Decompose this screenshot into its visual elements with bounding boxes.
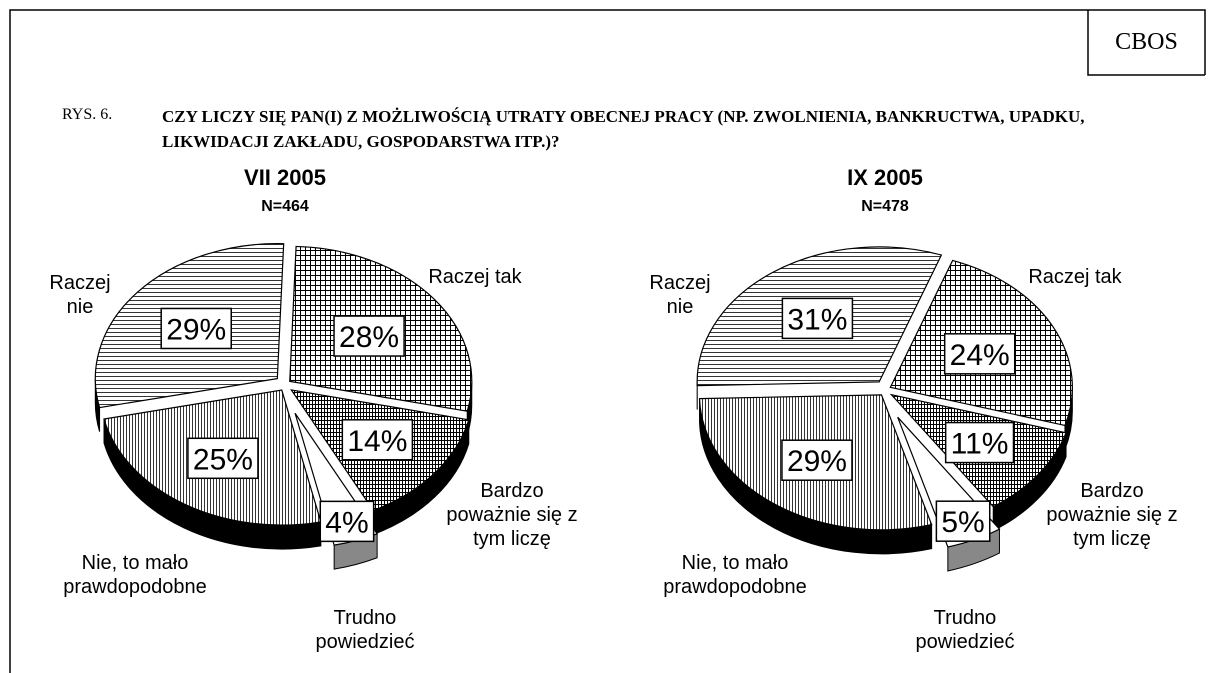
- value-label-box: [160, 307, 232, 350]
- category-label: Nie, to mało prawdopodobne: [63, 552, 207, 598]
- question: CZY LICZY SIĘ PAN(I) Z MOŻLIWOŚCIĄ UTRAT…: [162, 107, 1085, 151]
- value-label-text: 25%: [193, 443, 253, 476]
- category-label: Bardzo poważnie się z tym liczę: [1046, 480, 1178, 550]
- value-label-text: 5%: [941, 506, 984, 539]
- value-label-box: [935, 500, 991, 542]
- pie-title: VII 2005: [244, 165, 326, 190]
- logo: CBOS: [1115, 29, 1178, 55]
- value-label-text: 29%: [166, 313, 226, 346]
- category-label: Nie, to mało prawdopodobne: [663, 552, 807, 598]
- value-label: 24%: [943, 333, 1016, 375]
- value-label: 14%: [341, 419, 414, 461]
- value-label-box: [187, 437, 259, 480]
- value-label-text: 14%: [347, 425, 407, 458]
- value-label-text: 24%: [950, 339, 1010, 372]
- category-label: Raczej tak: [428, 266, 522, 288]
- value-label-box: [781, 439, 853, 481]
- value-label-text: 29%: [787, 445, 847, 478]
- pie-subtitle: N=464: [261, 198, 309, 215]
- value-label-box: [944, 421, 1015, 464]
- value-label: 4%: [319, 500, 375, 543]
- category-label: Raczej nie: [649, 272, 711, 318]
- value-label: 5%: [935, 500, 991, 542]
- value-label: 28%: [333, 315, 405, 357]
- category-label: Trudno powiedzieć: [315, 607, 415, 653]
- category-label: Raczej tak: [1028, 266, 1122, 288]
- category-label: Bardzo poważnie się z tym liczę: [446, 480, 578, 550]
- pie-title: IX 2005: [847, 165, 923, 190]
- frame: [9, 9, 1206, 673]
- category-label: Trudno powiedzieć: [915, 607, 1015, 653]
- value-label: 11%: [944, 421, 1015, 464]
- value-label-box: [333, 315, 405, 357]
- value-label-box: [781, 297, 854, 340]
- value-label: 29%: [160, 307, 232, 350]
- value-label-text: 31%: [787, 303, 847, 336]
- value-label-box: [341, 419, 414, 461]
- value-label-text: 11%: [951, 428, 1009, 461]
- category-label: Raczej nie: [49, 272, 111, 318]
- value-label-text: 4%: [325, 506, 368, 539]
- pie-subtitle: N=478: [861, 198, 909, 215]
- value-label-box: [319, 500, 375, 543]
- value-label: 31%: [781, 297, 854, 340]
- figure-number: RYS. 6.: [62, 106, 113, 123]
- value-label: 25%: [187, 437, 259, 480]
- logo-box: [1087, 10, 1205, 76]
- value-label: 29%: [781, 439, 853, 481]
- value-label-box: [943, 333, 1016, 375]
- value-label-text: 28%: [339, 321, 399, 354]
